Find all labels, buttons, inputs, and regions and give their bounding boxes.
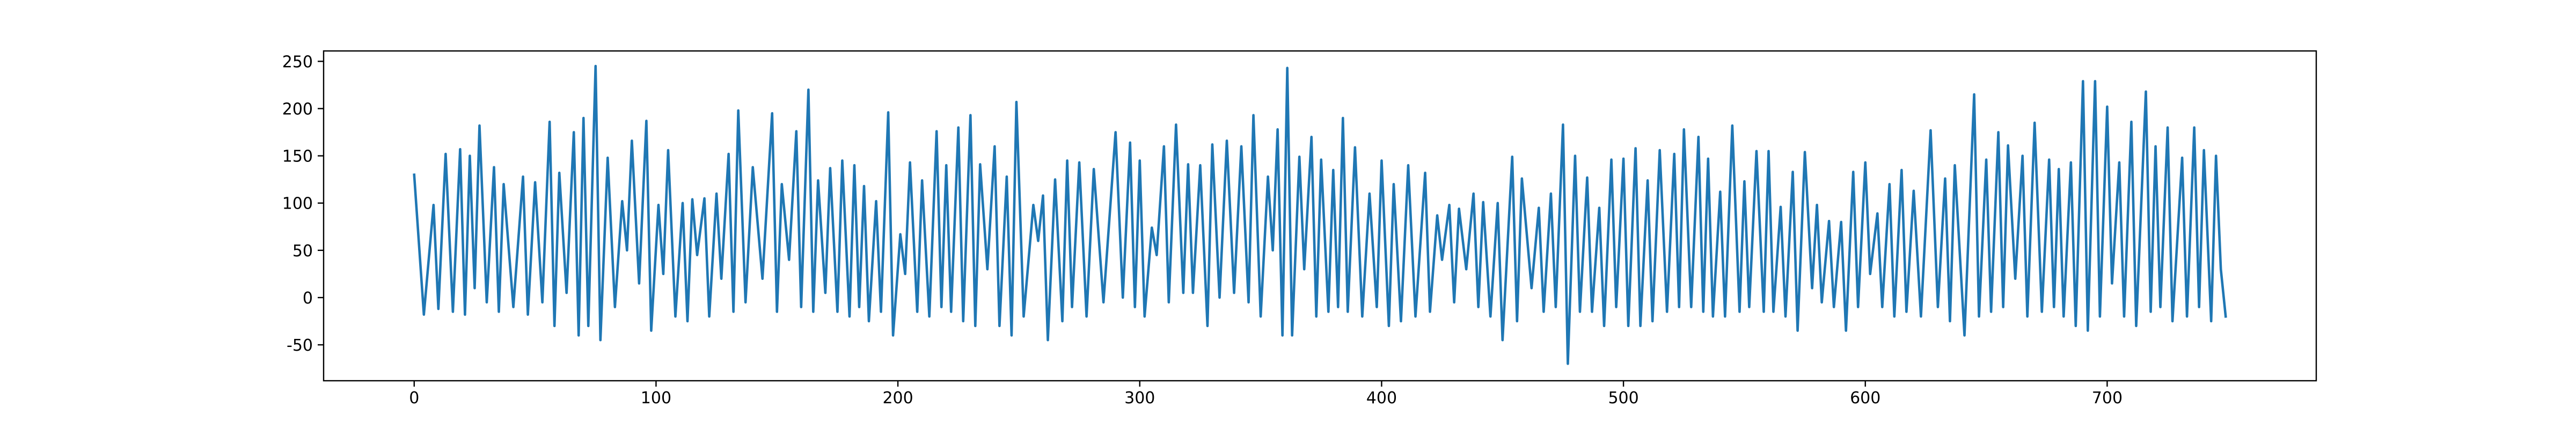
x-tick-label: 300 bbox=[1124, 389, 1155, 408]
x-tick-label: 400 bbox=[1366, 389, 1397, 408]
y-tick-label: 150 bbox=[282, 147, 313, 166]
axes-frame bbox=[323, 50, 2317, 382]
x-tick-label: 0 bbox=[409, 389, 419, 408]
x-tick-label: 700 bbox=[2092, 389, 2123, 408]
y-tick-label: 50 bbox=[292, 242, 313, 261]
y-tick-label: 0 bbox=[303, 289, 313, 308]
x-tick-label: 200 bbox=[882, 389, 913, 408]
data-line bbox=[413, 64, 2227, 365]
y-tick-label: -50 bbox=[287, 336, 313, 355]
x-tick-label: 100 bbox=[641, 389, 671, 408]
y-tick-label: 200 bbox=[282, 100, 313, 119]
y-tick-label: 250 bbox=[282, 53, 313, 71]
x-tick-label: 500 bbox=[1608, 389, 1638, 408]
y-tick-label: 100 bbox=[282, 195, 313, 213]
x-tick-label: 600 bbox=[1850, 389, 1880, 408]
